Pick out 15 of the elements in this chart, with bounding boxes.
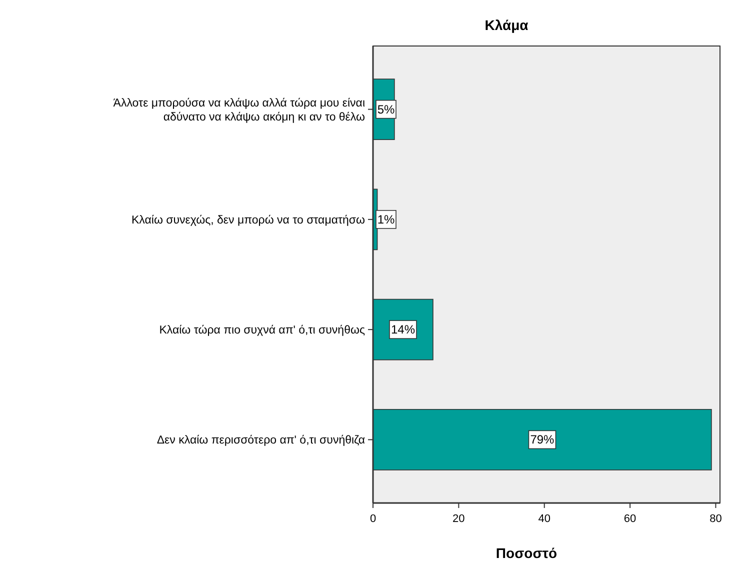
chart-title: Κλάμα <box>484 17 529 33</box>
data-label: 5% <box>377 102 395 116</box>
y-tick-label: Άλλοτε μπορούσα να κλάψω αλλά τώρα μου είναι αδύνατο να κλάψω ακόμη κι αν το θέλω <box>113 97 366 124</box>
x-tick-label: 40 <box>538 513 550 525</box>
y-tick-label: Κλαίω συνεχώς, δεν μπορώ να το σταματήσω <box>132 214 366 226</box>
x-tick-label: 0 <box>370 513 376 525</box>
y-tick-label: Κλαίω τώρα πιο συχνά απ' ό,τι συνήθως <box>159 324 366 337</box>
data-label: 14% <box>390 322 416 337</box>
data-label: 1% <box>377 212 395 226</box>
x-tick-label: 60 <box>624 513 636 525</box>
data-label: 79% <box>530 432 555 447</box>
x-tick-label: 80 <box>710 513 722 525</box>
x-tick-label: 20 <box>452 513 465 525</box>
x-axis-title: Ποσοστό <box>496 545 558 561</box>
y-tick-label: Δεν κλαίω περισσότερο απ' ό,τι συνήθιζα <box>156 434 366 447</box>
